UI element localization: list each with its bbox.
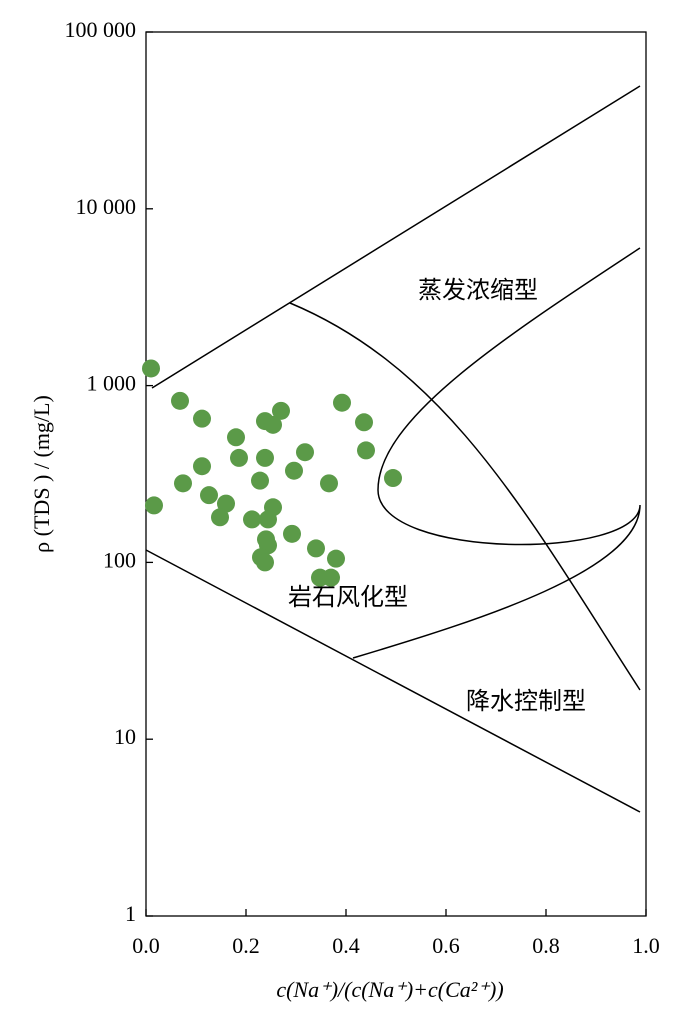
- data-point: [307, 539, 325, 558]
- plot-frame: [145, 31, 647, 917]
- region-label: 岩石风化型: [288, 583, 408, 611]
- region-label: 蒸发浓缩型: [418, 276, 538, 304]
- data-point: [285, 461, 303, 480]
- y-tick-label: 10: [114, 724, 136, 749]
- data-point: [283, 524, 301, 543]
- data-point: [355, 413, 373, 432]
- y-tick-label: 1: [125, 901, 136, 926]
- region-label: 降水控制型: [466, 687, 586, 715]
- data-point: [320, 474, 338, 493]
- x-tick-label: 0.4: [332, 933, 360, 958]
- data-point: [227, 428, 245, 447]
- x-axis-label: c(Na⁺)/(c(Na⁺)+c(Ca²⁺)): [276, 977, 503, 1002]
- y-tick-label: 100 000: [65, 17, 137, 42]
- data-point: [230, 448, 248, 467]
- data-point: [243, 510, 261, 529]
- data-point: [200, 486, 218, 505]
- x-tick-label: 0.2: [232, 933, 260, 958]
- data-point: [142, 359, 160, 378]
- y-axis-label: ρ (TDS ) / (mg/L): [29, 395, 54, 553]
- y-tick-label: 1 000: [87, 371, 137, 396]
- data-point: [217, 494, 235, 513]
- x-tick-label: 0.8: [532, 933, 560, 958]
- data-point: [333, 393, 351, 412]
- data-point: [174, 474, 192, 493]
- data-point: [256, 553, 274, 572]
- boundary-curve: [352, 247, 641, 659]
- data-point: [357, 441, 375, 460]
- x-tick-label: 0.0: [132, 933, 160, 958]
- data-point: [251, 471, 269, 490]
- y-tick-label: 10 000: [76, 194, 137, 219]
- data-point: [264, 415, 282, 434]
- boundary-line: [145, 549, 641, 813]
- data-point: [256, 448, 274, 467]
- data-point: [145, 496, 163, 515]
- data-point: [327, 549, 345, 568]
- data-point: [171, 391, 189, 410]
- data-point: [259, 510, 277, 529]
- data-point: [211, 508, 229, 527]
- data-point: [384, 469, 402, 488]
- x-tick-label: 0.6: [432, 933, 460, 958]
- data-point: [193, 457, 211, 476]
- y-tick-label: 100: [103, 547, 136, 572]
- data-point: [296, 443, 314, 462]
- data-point: [322, 568, 340, 587]
- x-tick-label: 1.0: [632, 933, 660, 958]
- data-point: [193, 409, 211, 428]
- boundary-line: [151, 85, 641, 389]
- boundary-line: [289, 302, 641, 691]
- data-point: [272, 401, 290, 420]
